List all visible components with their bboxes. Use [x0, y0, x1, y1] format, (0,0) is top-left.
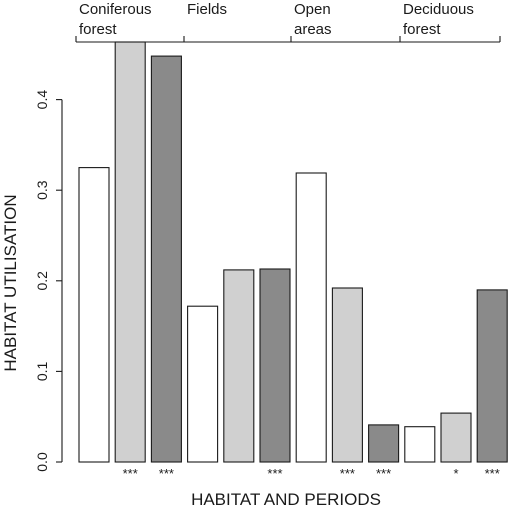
bar-g3-p3 — [368, 424, 400, 463]
significance-layer: *** *** *** *** *** * *** — [123, 466, 500, 481]
significance-g2-p3: *** — [267, 466, 282, 481]
group-label-4-line-1: Deciduous — [403, 1, 474, 18]
bar-g4-p1 — [404, 426, 436, 463]
bar-g1-p3 — [150, 55, 182, 463]
bar-g3-p2 — [331, 287, 363, 463]
x-axis-label: HABITAT AND PERIODS — [191, 490, 381, 509]
bar-g4-p3 — [476, 289, 508, 463]
y-tick-label-4: 0.4 — [34, 90, 50, 110]
significance-g4-p2: * — [453, 466, 458, 481]
group-label-1-line-2: forest — [79, 21, 117, 38]
group-label-3-line-1: Open — [294, 1, 331, 18]
group-label-1-line-1: Coniferous — [79, 1, 152, 18]
significance-g4-p3: *** — [485, 466, 500, 481]
group-brackets-layer: Coniferous forest Fields Open areas Deciduous… — [75, 1, 501, 43]
bar-g4-p2 — [440, 412, 472, 463]
bar-g2-p3 — [259, 268, 291, 463]
group-label-2-line-1: Fields — [187, 1, 227, 18]
bar-g2-p2 — [223, 269, 255, 463]
y-tick-label-0: 0.0 — [34, 452, 50, 472]
bar-g1-p1 — [78, 167, 110, 463]
bars-layer — [78, 41, 508, 463]
bar-g3-p1 — [295, 172, 327, 463]
y-tick-label-3: 0.3 — [34, 180, 50, 200]
y-axis: 0.0 0.1 0.2 0.3 0.4 — [34, 90, 63, 472]
group-label-3-line-2: areas — [294, 21, 332, 38]
significance-g1-p3: *** — [159, 466, 174, 481]
significance-g3-p2: *** — [340, 466, 355, 481]
bar-g1-p2 — [114, 41, 146, 463]
y-tick-label-2: 0.2 — [34, 271, 50, 291]
group-label-4-line-2: forest — [403, 21, 441, 38]
significance-g3-p3: *** — [376, 466, 391, 481]
bar-g2-p1 — [187, 305, 219, 463]
significance-g1-p2: *** — [123, 466, 138, 481]
y-axis-label: HABITAT UTILISATION — [1, 194, 20, 371]
y-tick-label-1: 0.1 — [34, 361, 50, 381]
